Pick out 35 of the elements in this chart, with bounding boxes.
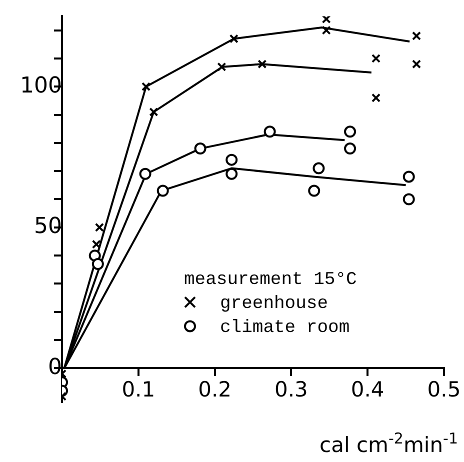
point xyxy=(229,34,238,44)
legend-label: greenhouse xyxy=(220,294,328,314)
point xyxy=(322,16,331,24)
point xyxy=(258,60,267,69)
x-tick-label: 0.5 xyxy=(427,377,461,402)
y-tick-label: 100 xyxy=(20,73,62,98)
x-tick-label: 0.1 xyxy=(122,377,156,402)
point xyxy=(226,168,238,180)
point xyxy=(92,240,101,249)
point xyxy=(139,168,152,180)
point xyxy=(344,126,356,138)
point xyxy=(312,162,325,174)
point xyxy=(194,142,206,155)
point xyxy=(412,60,422,69)
point xyxy=(402,170,415,183)
point xyxy=(264,126,276,138)
legend-title: measurement 15°C xyxy=(184,270,358,290)
point xyxy=(308,184,320,197)
point xyxy=(344,142,356,155)
point xyxy=(402,193,415,206)
point xyxy=(94,222,104,232)
point xyxy=(156,184,169,197)
x-tick-label: 0.2 xyxy=(198,377,232,402)
point xyxy=(226,154,238,166)
y-tick-label: 50 xyxy=(34,214,62,240)
point xyxy=(371,54,381,63)
point xyxy=(371,93,381,102)
point xyxy=(322,26,331,35)
point xyxy=(142,82,151,92)
legend-label: climate room xyxy=(220,318,350,338)
point xyxy=(149,107,158,116)
x-tick-label: 0.3 xyxy=(274,377,308,402)
point xyxy=(92,258,104,270)
x-tick-label: 0.4 xyxy=(350,377,384,402)
point xyxy=(217,62,226,72)
